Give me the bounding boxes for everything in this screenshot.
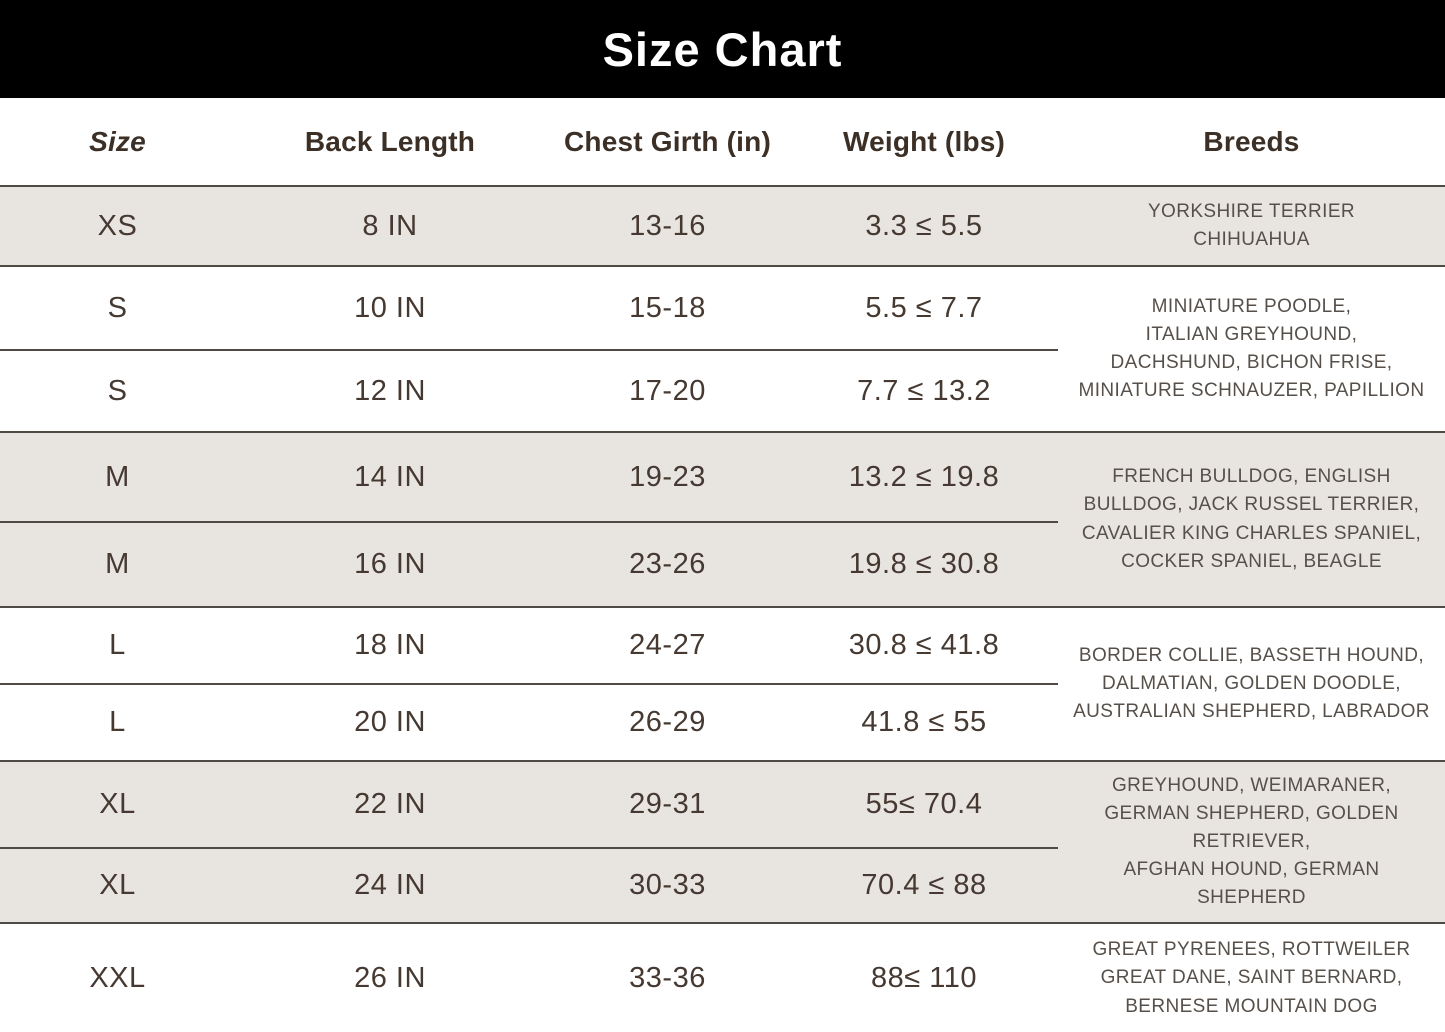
weight-cell: 30.8 ≤ 41.8 [790,606,1058,684]
back-length-cell: 8 IN [235,185,545,266]
back-length-cell: 12 IN [235,349,545,432]
breeds-cell: GREAT PYRENEES, ROTTWEILER GREAT DANE, S… [1058,922,1445,1032]
table-row: L 18 IN 24-27 30.8 ≤ 41.8 BORDER COLLIE,… [0,606,1445,761]
page-title: Size Chart [602,22,843,76]
table-row: M 14 IN 19-23 13.2 ≤ 19.8 FRENCH BULLDOG… [0,431,1445,607]
breeds-cell: FRENCH BULLDOG, ENGLISH BULLDOG, JACK RU… [1058,431,1445,607]
column-header-chest-girth: Chest Girth (in) [545,98,790,186]
back-length-cell: 10 IN [235,265,545,350]
weight-cell: 70.4 ≤ 88 [790,847,1058,923]
column-header-weight: Weight (lbs) [790,98,1058,186]
weight-cell: 3.3 ≤ 5.5 [790,185,1058,266]
weight-cell: 55≤ 70.4 [790,760,1058,848]
back-length-cell: 18 IN [235,606,545,684]
chest-girth-cell: 19-23 [545,431,790,522]
chest-girth-cell: 26-29 [545,683,790,761]
chest-girth-cell: 24-27 [545,606,790,684]
chest-girth-cell: 17-20 [545,349,790,432]
table-row: XL 24 IN 30-33 70.4 ≤ 88 [0,847,1445,923]
back-length-cell: 16 IN [235,521,545,607]
column-header-breeds: Breeds [1058,98,1445,186]
breeds-cell: MINIATURE POODLE, ITALIAN GREYHOUND, DAC… [1058,265,1445,432]
chest-girth-cell: 15-18 [545,265,790,350]
title-bar: Size Chart [0,0,1445,98]
table-row: XS 8 IN 13-16 3.3 ≤ 5.5 YORKSHIRE TERRIE… [0,185,1445,266]
chest-girth-cell: 29-31 [545,760,790,848]
weight-cell: 7.7 ≤ 13.2 [790,349,1058,432]
size-cell: XL [0,760,235,848]
back-length-cell: 22 IN [235,760,545,848]
table-row: M 16 IN 23-26 19.8 ≤ 30.8 [0,521,1445,607]
chest-girth-cell: 33-36 [545,922,790,1032]
weight-cell: 88≤ 110 [790,922,1058,1032]
size-cell: S [0,265,235,350]
column-header-back-length: Back Length [235,98,545,186]
table-row: L 20 IN 26-29 41.8 ≤ 55 [0,683,1445,761]
back-length-cell: 20 IN [235,683,545,761]
back-length-cell: 26 IN [235,922,545,1032]
table-row: S 10 IN 15-18 5.5 ≤ 7.7 MINIATURE POODLE… [0,265,1445,432]
chest-girth-cell: 23-26 [545,521,790,607]
breeds-cell: GREYHOUND, WEIMARANER, GERMAN SHEPHERD, … [1058,760,1445,923]
size-chart-table: Size Back Length Chest Girth (in) Weight… [0,98,1445,1032]
back-length-cell: 24 IN [235,847,545,923]
header-row: Size Back Length Chest Girth (in) Weight… [0,98,1445,186]
size-cell: XL [0,847,235,923]
size-cell: XS [0,185,235,266]
size-cell: M [0,521,235,607]
weight-cell: 41.8 ≤ 55 [790,683,1058,761]
table-row: XXL 26 IN 33-36 88≤ 110 GREAT PYRENEES, … [0,922,1445,1032]
back-length-cell: 14 IN [235,431,545,522]
weight-cell: 13.2 ≤ 19.8 [790,431,1058,522]
size-cell: XXL [0,922,235,1032]
column-header-size: Size [0,98,235,186]
table-row: XL 22 IN 29-31 55≤ 70.4 GREYHOUND, WEIMA… [0,760,1445,923]
size-cell: S [0,349,235,432]
breeds-cell: BORDER COLLIE, BASSETH HOUND, DALMATIAN,… [1058,606,1445,761]
size-cell: L [0,683,235,761]
weight-cell: 19.8 ≤ 30.8 [790,521,1058,607]
chest-girth-cell: 30-33 [545,847,790,923]
table-row: S 12 IN 17-20 7.7 ≤ 13.2 [0,349,1445,432]
breeds-cell: YORKSHIRE TERRIER CHIHUAHUA [1058,185,1445,266]
size-cell: M [0,431,235,522]
size-cell: L [0,606,235,684]
weight-cell: 5.5 ≤ 7.7 [790,265,1058,350]
chest-girth-cell: 13-16 [545,185,790,266]
